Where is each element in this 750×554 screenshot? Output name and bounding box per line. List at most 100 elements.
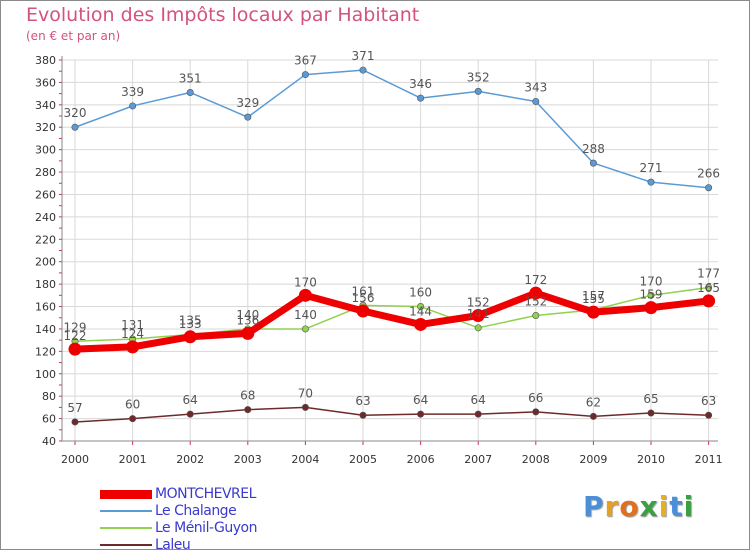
data-point-le-chalange [417, 94, 425, 102]
data-point-laleu [359, 411, 367, 419]
y-tick-label: 280 [35, 166, 56, 179]
data-label-le-chalange: 266 [697, 167, 720, 181]
data-label-laleu: 64 [471, 393, 486, 407]
data-label-montchevrel: 165 [697, 281, 720, 295]
data-label-montchevrel: 159 [640, 288, 663, 302]
data-point-montchevrel [356, 304, 370, 318]
data-point-montchevrel [414, 317, 428, 331]
data-point-montchevrel [702, 294, 716, 308]
data-label-laleu: 60 [125, 398, 140, 412]
logo-letter: r [604, 490, 620, 523]
data-point-le-chalange [532, 97, 540, 105]
x-tick-label: 2003 [234, 453, 262, 466]
data-label-le-chalange: 320 [64, 106, 87, 120]
x-tick-label: 2000 [61, 453, 89, 466]
logo-letter: P [583, 490, 605, 523]
data-point-laleu [589, 412, 597, 420]
chart-title: Evolution des Impôts locaux par Habitant [26, 4, 420, 26]
data-point-montchevrel [241, 326, 255, 340]
y-tick-label: 340 [35, 99, 56, 112]
data-label-laleu: 57 [67, 401, 82, 415]
data-point-le-chalange [705, 184, 713, 192]
y-tick-label: 100 [35, 368, 56, 381]
legend-label: Le Chalange [155, 503, 237, 519]
data-point-montchevrel [586, 305, 600, 319]
proxiti-logo: Proxiti [583, 490, 694, 523]
data-point-laleu [244, 406, 252, 414]
legend-label: Le Ménil-Guyon [155, 520, 257, 536]
logo-letter: x [639, 490, 659, 523]
data-point-montchevrel [183, 330, 197, 344]
data-point-le-m-nil-guyon [532, 311, 540, 319]
logo-letter: o [619, 490, 640, 523]
series-line-le-chalange [74, 69, 710, 189]
data-label-laleu: 62 [586, 395, 601, 409]
data-label-montchevrel: 170 [294, 275, 317, 289]
data-point-laleu [186, 410, 194, 418]
data-point-laleu [705, 411, 713, 419]
y-tick-label: 140 [35, 323, 56, 336]
data-point-laleu [129, 415, 137, 423]
data-label-le-chalange: 343 [524, 80, 547, 94]
y-tick-label: 160 [35, 301, 56, 314]
series-lines [68, 66, 716, 426]
data-point-le-chalange [129, 102, 137, 110]
data-point-laleu [532, 408, 540, 416]
data-point-le-chalange [301, 71, 309, 79]
data-label-le-chalange: 271 [640, 161, 663, 175]
data-label-le-m-nil-guyon: 129 [64, 320, 87, 334]
x-tick-label: 2005 [349, 453, 377, 466]
data-point-le-m-nil-guyon [647, 291, 655, 299]
data-point-le-chalange [359, 66, 367, 74]
data-label-laleu: 65 [643, 392, 658, 406]
data-point-le-chalange [186, 88, 194, 96]
x-tick-label: 2002 [176, 453, 204, 466]
data-label-montchevrel: 155 [582, 292, 605, 306]
data-label-le-m-nil-guyon: 140 [236, 308, 259, 322]
y-tick-label: 300 [35, 144, 56, 157]
x-tick-label: 2011 [695, 453, 723, 466]
data-point-laleu [647, 409, 655, 417]
data-label-laleu: 64 [183, 393, 198, 407]
legend-label: Laleu [155, 537, 191, 553]
data-label-le-chalange: 367 [294, 54, 317, 68]
data-label-le-chalange: 371 [352, 49, 375, 63]
y-tick-label: 200 [35, 256, 56, 269]
data-point-montchevrel [529, 286, 543, 300]
data-point-laleu [474, 410, 482, 418]
data-point-le-chalange [244, 113, 252, 121]
data-label-le-m-nil-guyon: 141 [467, 307, 490, 321]
y-tick-label: 220 [35, 233, 56, 246]
logo-letter: i [658, 490, 670, 523]
axes: 40 60 80 100 120 140 160 180 200 220 240 260 280 300 3… [35, 54, 723, 466]
data-point-le-m-nil-guyon [705, 283, 713, 291]
data-label-le-m-nil-guyon: 177 [697, 266, 720, 280]
data-label-laleu: 63 [701, 394, 716, 408]
data-label-laleu: 68 [240, 389, 255, 403]
y-tick-label: 380 [35, 54, 56, 67]
legend-swatch [100, 527, 152, 529]
data-label-le-m-nil-guyon: 161 [352, 284, 375, 298]
x-tick-label: 2001 [119, 453, 147, 466]
data-point-le-chalange [589, 159, 597, 167]
y-tick-label: 80 [42, 390, 56, 403]
data-point-montchevrel [126, 340, 140, 354]
data-point-le-chalange [71, 123, 79, 131]
data-label-montchevrel: 152 [467, 295, 490, 309]
y-tick-label: 120 [35, 345, 56, 358]
data-label-montchevrel: 172 [524, 273, 547, 287]
y-tick-label: 320 [35, 121, 56, 134]
data-label-le-m-nil-guyon: 135 [179, 314, 202, 328]
data-label-le-chalange: 329 [236, 96, 259, 110]
logo-letter: t [669, 490, 684, 523]
data-point-montchevrel [68, 342, 82, 356]
data-point-le-m-nil-guyon [301, 325, 309, 333]
data-label-montchevrel: 124 [121, 327, 144, 341]
legend-swatch [100, 510, 152, 512]
data-label-le-chalange: 339 [121, 85, 144, 99]
grid-lines [62, 59, 718, 442]
data-label-montchevrel: 133 [179, 317, 202, 331]
y-tick-label: 40 [42, 435, 56, 448]
data-label-le-chalange: 351 [179, 71, 202, 85]
